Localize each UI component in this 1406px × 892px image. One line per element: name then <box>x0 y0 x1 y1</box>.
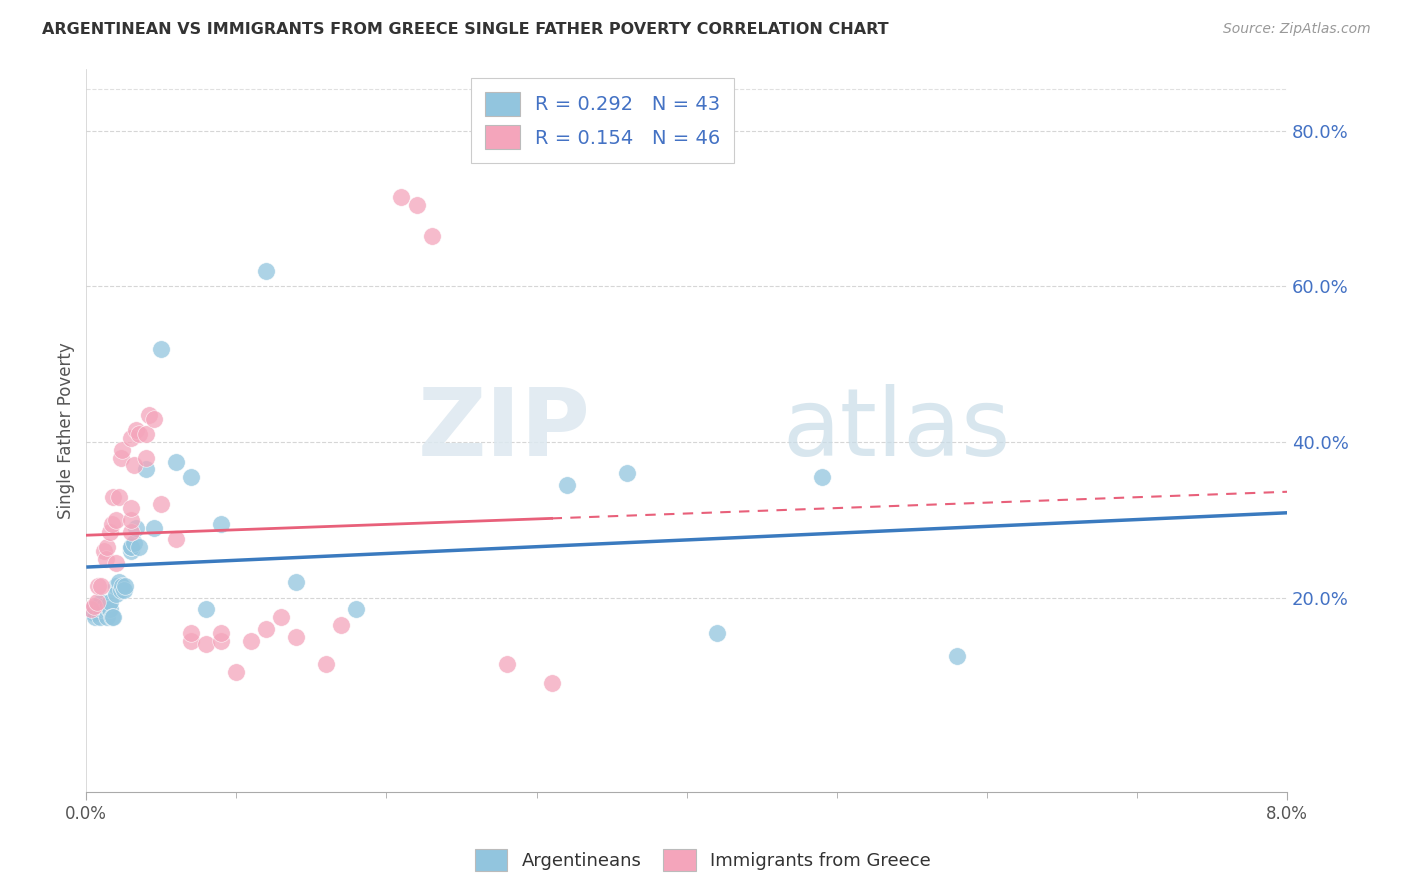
Point <box>180 470 202 484</box>
Point <box>120 501 142 516</box>
Point <box>83 607 105 621</box>
Point <box>120 524 142 539</box>
Text: atlas: atlas <box>783 384 1011 476</box>
Point <box>330 618 353 632</box>
Point <box>101 610 124 624</box>
Text: Source: ZipAtlas.com: Source: ZipAtlas.com <box>1223 22 1371 37</box>
Point <box>142 411 165 425</box>
Point <box>120 540 142 554</box>
Point <box>83 599 105 613</box>
Point <box>285 630 308 644</box>
Point <box>128 427 150 442</box>
Point <box>84 610 107 624</box>
Point <box>90 602 112 616</box>
Point <box>616 467 638 481</box>
Point <box>93 599 115 613</box>
Point <box>315 657 337 671</box>
Point <box>103 490 125 504</box>
Point <box>80 602 103 616</box>
Point <box>540 676 562 690</box>
Point <box>225 665 247 679</box>
Point <box>195 637 218 651</box>
Point <box>89 610 111 624</box>
Point <box>180 625 202 640</box>
Point <box>105 579 128 593</box>
Point <box>93 544 115 558</box>
Point <box>96 540 118 554</box>
Text: ARGENTINEAN VS IMMIGRANTS FROM GREECE SINGLE FATHER POVERTY CORRELATION CHART: ARGENTINEAN VS IMMIGRANTS FROM GREECE SI… <box>42 22 889 37</box>
Point <box>98 602 121 616</box>
Point <box>90 594 112 608</box>
Point <box>405 197 427 211</box>
Point <box>87 599 110 613</box>
Point <box>125 424 148 438</box>
Point <box>346 602 368 616</box>
Text: ZIP: ZIP <box>418 384 591 476</box>
Point <box>270 610 292 624</box>
Point <box>180 633 202 648</box>
Point <box>111 442 134 457</box>
Point <box>105 587 128 601</box>
Legend: Argentineans, Immigrants from Greece: Argentineans, Immigrants from Greece <box>468 842 938 879</box>
Point <box>810 470 832 484</box>
Point <box>285 575 308 590</box>
Point <box>112 582 135 597</box>
Point <box>87 579 110 593</box>
Point <box>110 582 132 597</box>
Point <box>120 544 142 558</box>
Point <box>96 610 118 624</box>
Point <box>94 602 117 616</box>
Point <box>105 513 128 527</box>
Point <box>254 264 277 278</box>
Point <box>135 450 157 465</box>
Point <box>105 556 128 570</box>
Point <box>101 516 124 531</box>
Point <box>495 657 517 671</box>
Point <box>391 190 413 204</box>
Point <box>165 454 187 468</box>
Point <box>138 408 160 422</box>
Point <box>195 602 218 616</box>
Point <box>946 649 969 664</box>
Point <box>120 540 142 554</box>
Point <box>97 602 120 616</box>
Point <box>706 625 728 640</box>
Point <box>240 633 263 648</box>
Point <box>86 594 108 608</box>
Point <box>124 536 146 550</box>
Point <box>165 533 187 547</box>
Point <box>135 427 157 442</box>
Point <box>254 622 277 636</box>
Point <box>108 490 131 504</box>
Point <box>150 342 173 356</box>
Point <box>98 594 121 608</box>
Point <box>420 228 443 243</box>
Point <box>98 524 121 539</box>
Point <box>142 521 165 535</box>
Point <box>90 579 112 593</box>
Point <box>120 513 142 527</box>
Y-axis label: Single Father Poverty: Single Father Poverty <box>58 342 75 519</box>
Point <box>209 516 232 531</box>
Point <box>110 450 132 465</box>
Point <box>125 521 148 535</box>
Legend: R = 0.292   N = 43, R = 0.154   N = 46: R = 0.292 N = 43, R = 0.154 N = 46 <box>471 78 734 162</box>
Point <box>103 610 125 624</box>
Point <box>94 551 117 566</box>
Point <box>114 579 136 593</box>
Point <box>150 497 173 511</box>
Point <box>209 633 232 648</box>
Point <box>111 579 134 593</box>
Point <box>555 478 578 492</box>
Point <box>128 540 150 554</box>
Point <box>120 431 142 445</box>
Point <box>209 625 232 640</box>
Point <box>124 458 146 473</box>
Point <box>108 575 131 590</box>
Point <box>80 602 103 616</box>
Point <box>135 462 157 476</box>
